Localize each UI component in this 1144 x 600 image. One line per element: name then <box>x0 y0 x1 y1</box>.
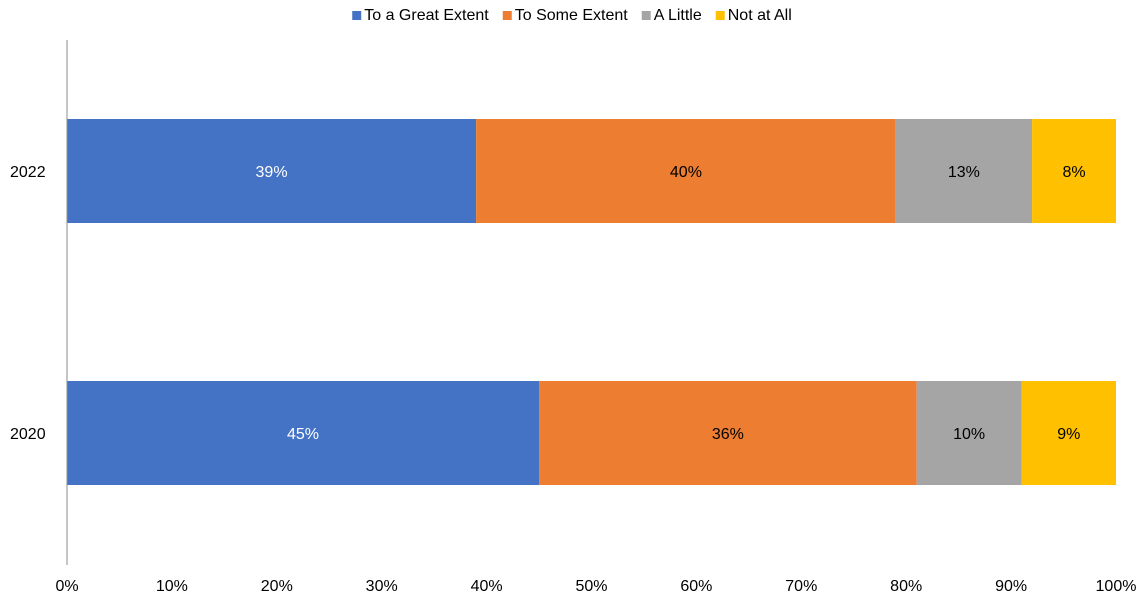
data-label: 40% <box>670 164 702 181</box>
data-label: 9% <box>1057 426 1080 443</box>
legend-swatch <box>502 11 512 20</box>
x-tick-label: 100% <box>1096 578 1137 595</box>
data-label: 10% <box>953 426 985 443</box>
legend-label: To a Great Extent <box>364 7 489 24</box>
bar-segment <box>67 381 540 485</box>
x-tick-label: 0% <box>55 578 78 595</box>
data-label: 36% <box>712 426 744 443</box>
x-tick-label: 50% <box>575 578 607 595</box>
x-tick-label: 60% <box>680 578 712 595</box>
data-label: 45% <box>287 426 319 443</box>
legend-item: A Little <box>641 7 702 24</box>
bar-segment <box>476 119 896 223</box>
x-tick-label: 80% <box>890 578 922 595</box>
y-tick-label: 2022 <box>10 164 46 181</box>
bar-segment <box>1032 119 1116 223</box>
bar-segment <box>1021 381 1116 485</box>
legend-swatch <box>641 11 651 20</box>
x-tick-label: 10% <box>156 578 188 595</box>
legend-label: Not at All <box>728 7 792 24</box>
bars: 39% 40% 13% 8% 45% 36% 10% 9% <box>67 119 1116 485</box>
x-tick-label: 30% <box>366 578 398 595</box>
bar-segment <box>539 381 917 485</box>
data-label: 39% <box>256 164 288 181</box>
legend-item: To Some Extent <box>502 7 629 24</box>
legend-swatch <box>352 11 362 20</box>
legend-item: To a Great Extent <box>352 7 489 24</box>
x-tick-label: 40% <box>471 578 503 595</box>
bar-segment <box>916 381 1022 485</box>
x-axis-labels: 0% 10% 20% 30% 40% 50% 60% 70% 80% 90% 100% <box>55 578 1136 595</box>
legend-label: A Little <box>654 7 702 24</box>
x-tick-label: 70% <box>785 578 817 595</box>
data-label: 8% <box>1062 164 1085 181</box>
x-tick-label: 20% <box>261 578 293 595</box>
bar-segment <box>895 119 1033 223</box>
y-axis-labels: 2022 2020 <box>10 164 46 443</box>
y-tick-label: 2020 <box>10 426 46 443</box>
data-label: 13% <box>948 164 980 181</box>
legend-label: To Some Extent <box>515 7 629 24</box>
legend: To a Great Extent To Some Extent A Little N… <box>352 7 792 24</box>
x-tick-label: 90% <box>995 578 1027 595</box>
bar-segment <box>67 119 477 223</box>
legend-swatch <box>715 11 725 20</box>
legend-item: Not at All <box>715 7 792 24</box>
